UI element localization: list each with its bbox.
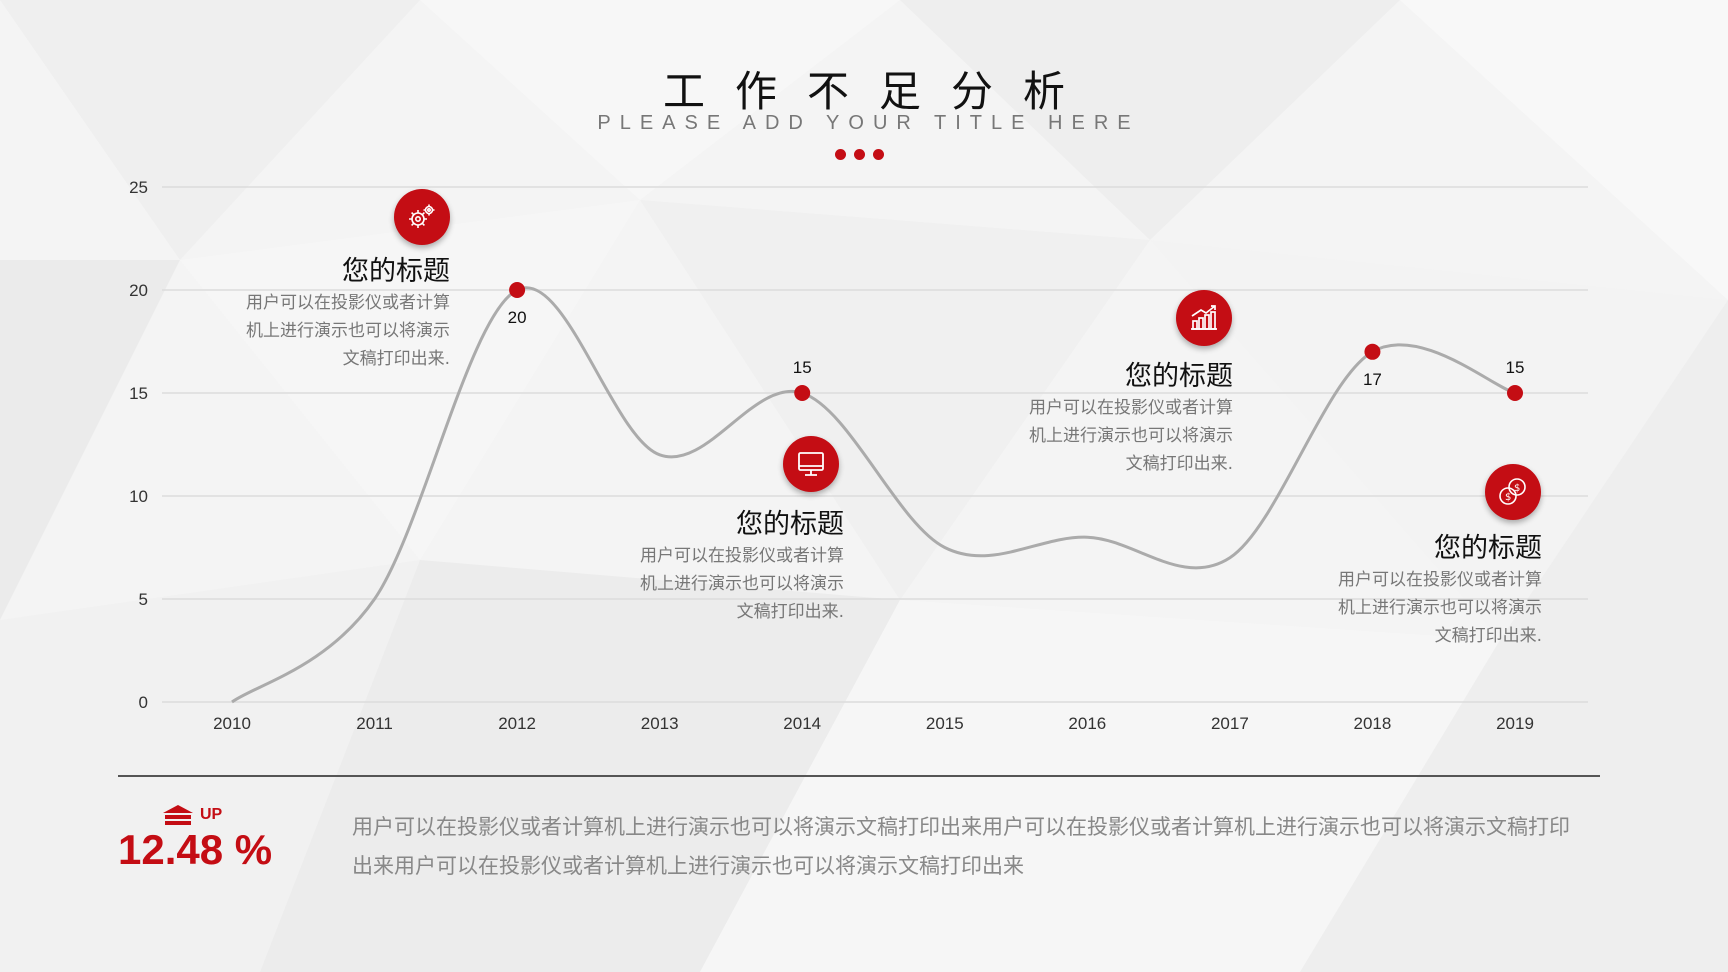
callout-2: 您的标题 用户可以在投影仪或者计算 机上进行演示也可以将演示 文稿打印出来. — [594, 508, 844, 626]
callout-3: 您的标题 用户可以在投影仪或者计算 机上进行演示也可以将演示 文稿打印出来. — [983, 360, 1233, 478]
x-tick-label: 2018 — [1354, 714, 1392, 733]
y-tick-label: 15 — [129, 384, 148, 403]
x-tick-label: 2012 — [498, 714, 536, 733]
y-tick-label: 0 — [139, 693, 148, 712]
x-tick-label: 2011 — [356, 714, 393, 733]
summary-text: 用户可以在投影仪或者计算机上进行演示也可以将演示文稿打印出来用户可以在投影仪或者… — [352, 815, 1570, 878]
callout-4: 您的标题 用户可以在投影仪或者计算 机上进行演示也可以将演示 文稿打印出来. — [1292, 532, 1542, 650]
growth-percent: 12.48 % — [118, 826, 273, 873]
data-label: 20 — [508, 308, 527, 327]
y-tick-label: 20 — [129, 281, 148, 300]
page-subtitle: PLEASE ADD YOUR TITLE HERE — [597, 112, 1140, 134]
callout-title: 您的标题 — [1434, 533, 1542, 564]
svg-text:$: $ — [1514, 483, 1520, 494]
y-tick-label: 10 — [129, 487, 148, 506]
up-label: UP — [200, 806, 223, 823]
x-tick-label: 2013 — [641, 714, 679, 733]
data-label: 17 — [1363, 370, 1382, 389]
y-tick-label: 25 — [129, 178, 148, 197]
callout-title: 您的标题 — [1125, 361, 1233, 392]
title-dots-decoration — [835, 145, 895, 160]
house-up-icon — [162, 804, 194, 830]
page-title: 工作不足分析 — [662, 67, 1095, 116]
divider-line — [118, 775, 1600, 777]
data-label: 15 — [1506, 358, 1525, 377]
data-label: 15 — [793, 358, 812, 377]
bar-chart-growth-icon-badge — [1176, 290, 1232, 346]
callout-text: 用户可以在投影仪或者计算 机上进行演示也可以将演示 文稿打印出来. — [1338, 570, 1542, 646]
x-tick-label: 2019 — [1496, 714, 1534, 733]
x-tick-label: 2015 — [926, 714, 964, 733]
monitor-icon — [798, 452, 824, 476]
coins-icon: $ $ — [1499, 478, 1526, 505]
x-tick-label: 2016 — [1068, 714, 1106, 733]
x-tick-label: 2010 — [213, 714, 251, 733]
callout-title: 您的标题 — [736, 509, 844, 540]
data-point-marker — [1507, 385, 1523, 401]
data-point-marker — [509, 282, 526, 298]
x-tick-label: 2014 — [783, 714, 821, 733]
svg-text:$: $ — [1505, 492, 1511, 503]
callout-text: 用户可以在投影仪或者计算 机上进行演示也可以将演示 文稿打印出来. — [640, 546, 844, 622]
gears-icon — [409, 204, 435, 228]
callout-text: 用户可以在投影仪或者计算 机上进行演示也可以将演示 文稿打印出来. — [246, 293, 450, 369]
series-line — [231, 286, 1516, 704]
callout-title: 您的标题 — [342, 256, 450, 287]
callout-1: 您的标题 用户可以在投影仪或者计算 机上进行演示也可以将演示 文稿打印出来. — [200, 255, 450, 373]
data-point-marker — [794, 385, 811, 401]
data-point-marker — [1364, 343, 1381, 360]
gears-icon-badge — [394, 189, 450, 245]
y-tick-label: 5 — [139, 590, 148, 609]
bar-chart-growth-icon — [1191, 305, 1217, 330]
monitor-icon-badge — [783, 436, 839, 492]
x-tick-label: 2017 — [1211, 714, 1249, 733]
coins-icon-badge: $ $ — [1485, 464, 1541, 520]
callout-text: 用户可以在投影仪或者计算 机上进行演示也可以将演示 文稿打印出来. — [1029, 398, 1233, 474]
